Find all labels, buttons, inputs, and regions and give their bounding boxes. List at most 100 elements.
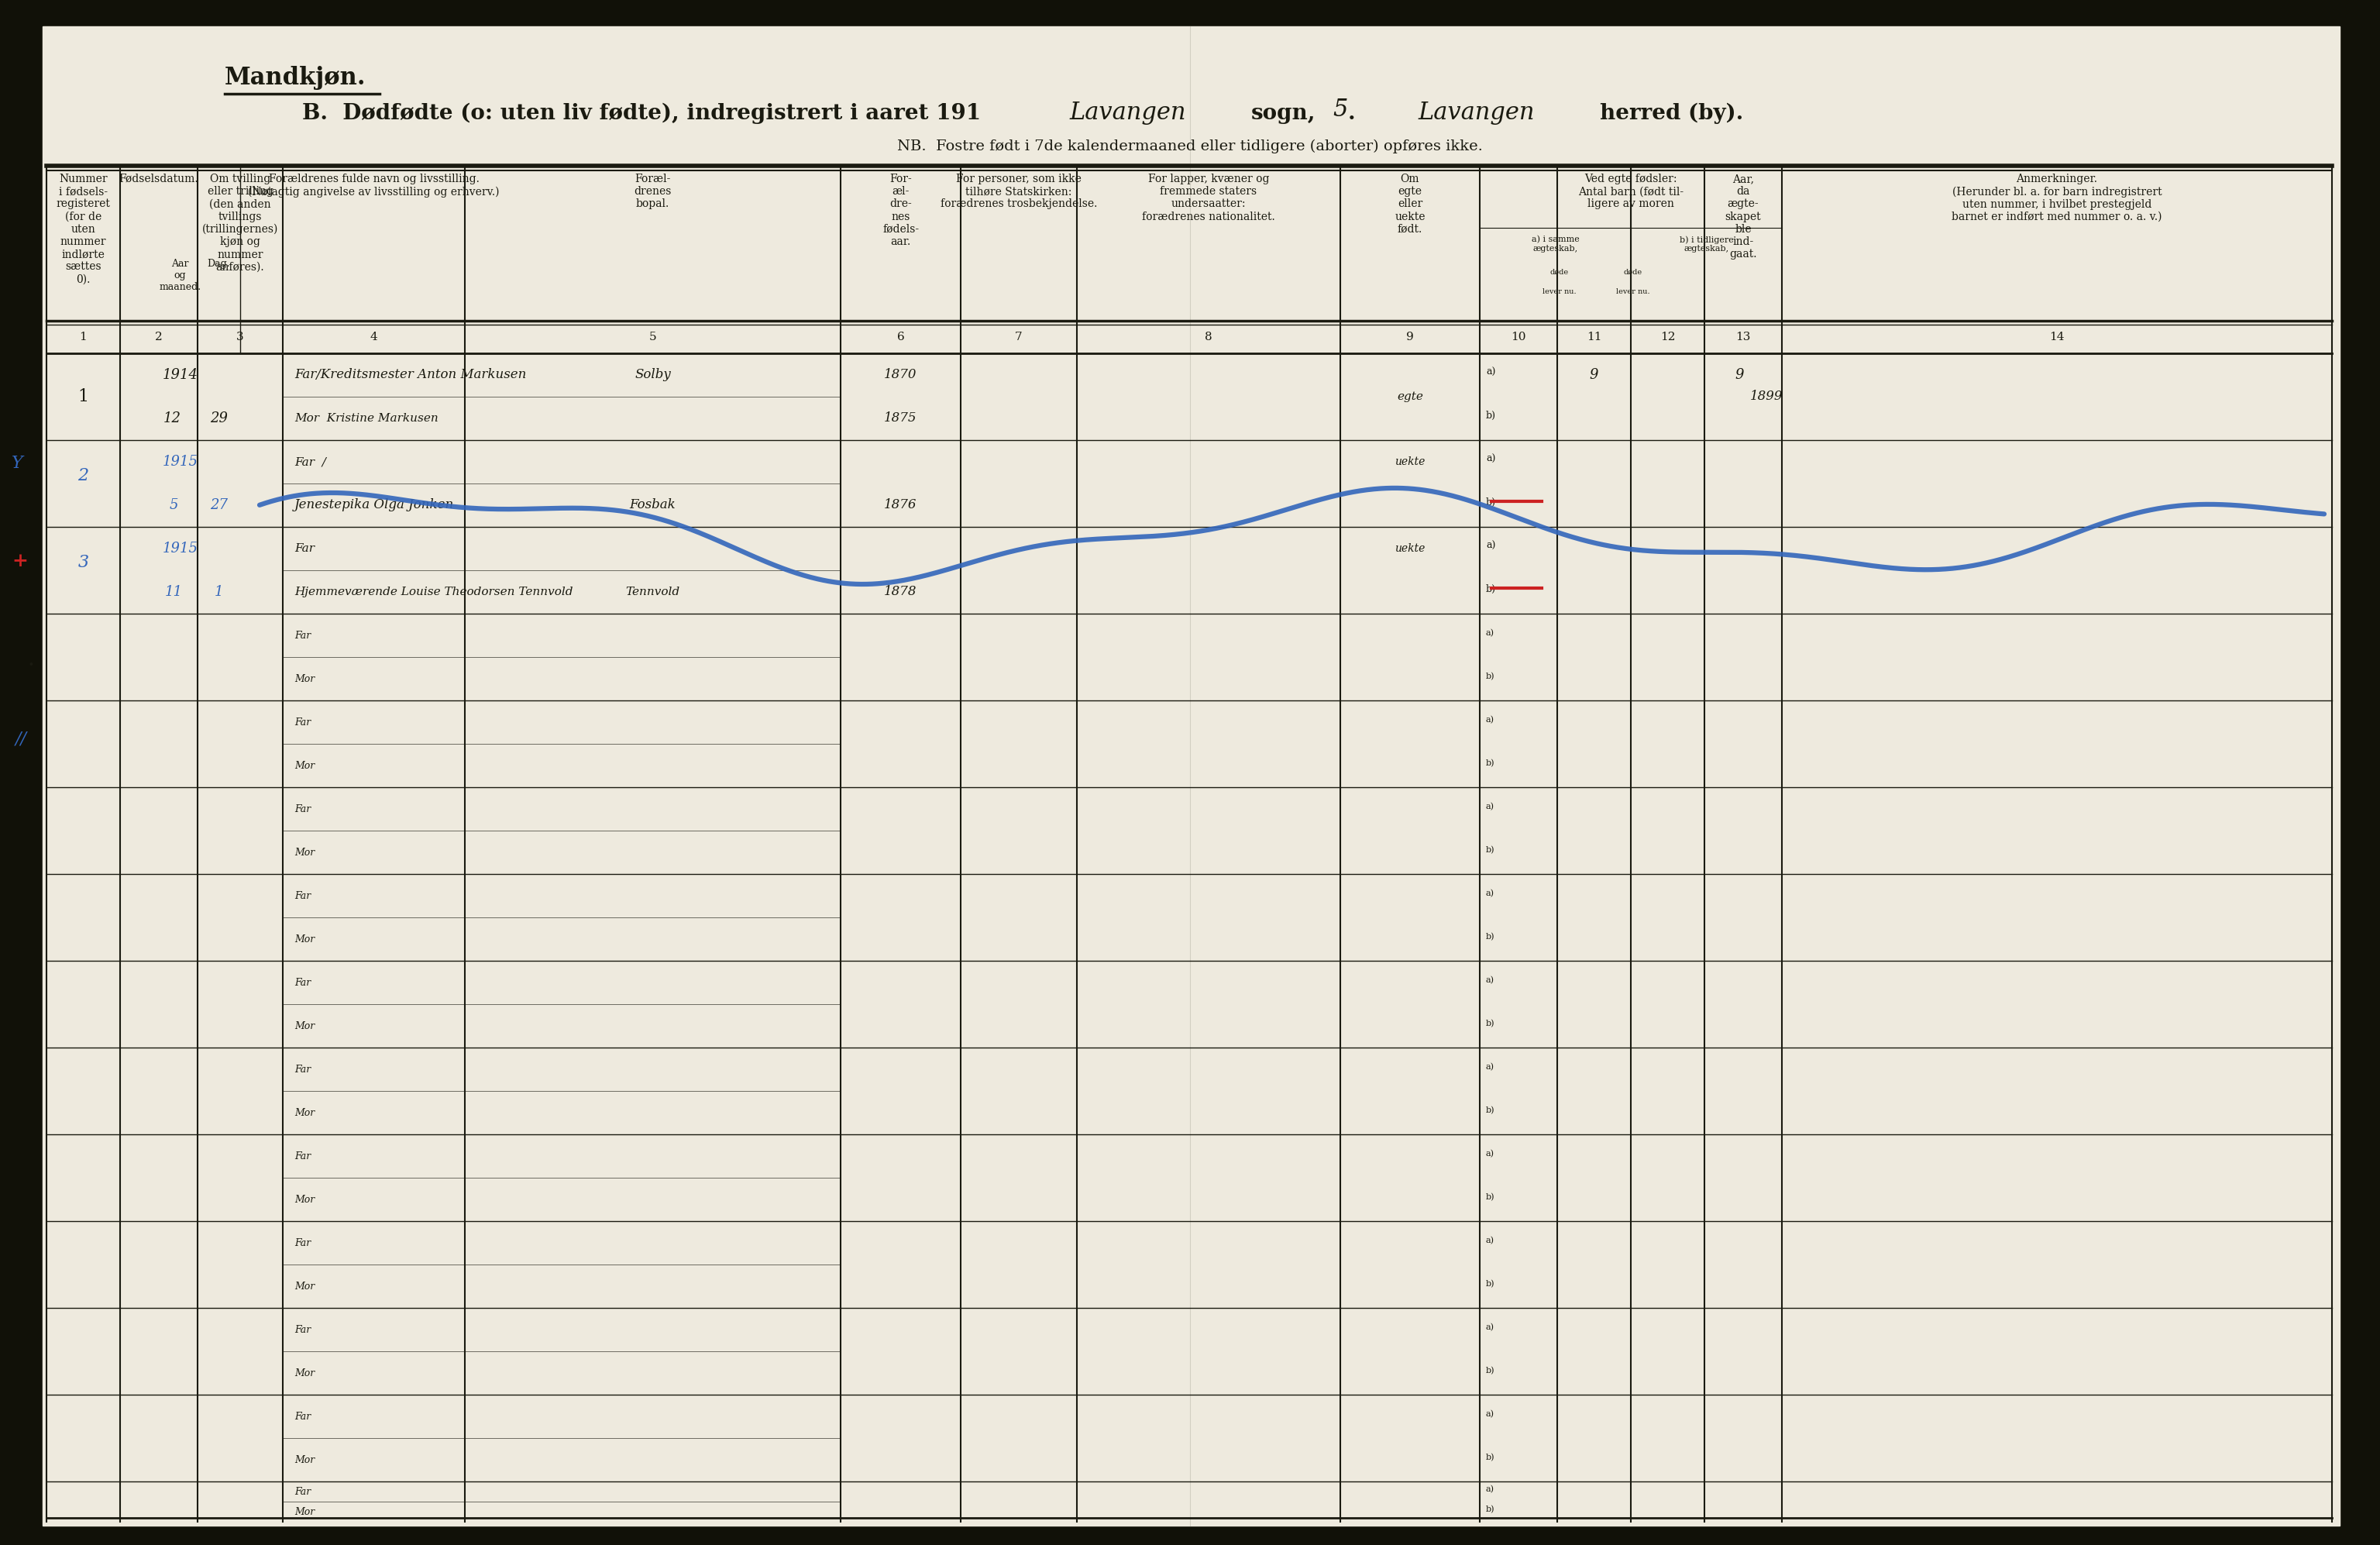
Text: .: . [1347, 104, 1357, 124]
Text: Nummer
i fødsels-
registeret
(for de
uten
nummer
indlørte
sættes
0).: Nummer i fødsels- registeret (for de ute… [57, 173, 109, 284]
Text: a): a) [1485, 1411, 1495, 1418]
Text: 8: 8 [1204, 332, 1211, 343]
Text: Forældrenes fulde navn og livsstilling.
(Nøiagtig angivelse av livsstilling og e: Forældrenes fulde navn og livsstilling. … [248, 173, 500, 198]
Text: Mor: Mor [295, 760, 314, 771]
Text: a): a) [1485, 1149, 1495, 1157]
Text: .: . [26, 649, 33, 671]
Text: 6: 6 [897, 332, 904, 343]
Text: lever nu.: lever nu. [1616, 289, 1649, 295]
Text: a): a) [1485, 541, 1495, 552]
Text: Jenestepika Olga Jonken: Jenestepika Olga Jonken [295, 499, 455, 511]
Text: 9: 9 [1735, 368, 1745, 382]
Text: Far: Far [295, 1486, 312, 1497]
Text: a): a) [1485, 1323, 1495, 1332]
Text: Mor: Mor [295, 1367, 314, 1378]
Text: 12: 12 [164, 411, 181, 425]
Text: Lavangen: Lavangen [1069, 100, 1185, 125]
Text: 29: 29 [209, 411, 228, 425]
Text: a): a) [1485, 715, 1495, 723]
Text: Fosbak: Fosbak [631, 499, 676, 511]
Text: Far: Far [295, 978, 312, 987]
Text: b): b) [1485, 933, 1495, 941]
Text: 27: 27 [209, 497, 228, 511]
Text: Solby: Solby [635, 368, 671, 382]
Text: b): b) [1485, 1193, 1495, 1200]
Text: Mor: Mor [295, 847, 314, 857]
Text: 11: 11 [164, 586, 183, 599]
Text: 1914: 1914 [162, 368, 198, 382]
Text: Far: Far [295, 1151, 312, 1162]
Bar [0, 0, 2380, 28]
Text: 1876: 1876 [885, 499, 916, 511]
Text: 4: 4 [369, 332, 378, 343]
Text: egte: egte [1397, 391, 1423, 402]
Bar [0, 1530, 2380, 1545]
Text: 1875: 1875 [885, 413, 916, 425]
Text: Far: Far [295, 544, 314, 555]
Text: Mor: Mor [295, 1108, 314, 1117]
Text: For lapper, kvæner og
fremmede staters
undersaatter:
forædrenes nationalitet.: For lapper, kvæner og fremmede staters u… [1142, 173, 1276, 222]
Text: 1: 1 [79, 388, 88, 405]
Text: a): a) [1485, 454, 1495, 464]
Text: Far: Far [295, 717, 312, 728]
Text: b): b) [1485, 1366, 1495, 1375]
Text: b): b) [1485, 411, 1497, 420]
Text: b): b) [1485, 845, 1495, 854]
Text: Dag.: Dag. [207, 260, 231, 269]
Text: døde: døde [1549, 269, 1568, 277]
Text: 3: 3 [79, 555, 88, 572]
Text: a): a) [1485, 802, 1495, 811]
Text: Far  /: Far / [295, 456, 326, 467]
Text: Mor: Mor [295, 1281, 314, 1292]
Text: +: + [12, 552, 29, 570]
Text: a): a) [1485, 1236, 1495, 1244]
Text: Y: Y [12, 454, 24, 471]
Text: 10: 10 [1511, 332, 1526, 343]
Text: Far: Far [295, 803, 312, 814]
Text: b): b) [1485, 497, 1497, 507]
Text: 1: 1 [214, 586, 224, 599]
Text: b): b) [1485, 1454, 1495, 1462]
Text: 9: 9 [1590, 368, 1599, 382]
Text: a): a) [1485, 1485, 1495, 1492]
Text: Mor: Mor [295, 1506, 314, 1517]
Text: 5: 5 [169, 497, 178, 511]
Text: lever nu.: lever nu. [1542, 289, 1576, 295]
Text: 13: 13 [1735, 332, 1752, 343]
Text: 1878: 1878 [885, 586, 916, 598]
Text: herred (by).: herred (by). [1599, 104, 1745, 124]
Text: Mor: Mor [295, 674, 314, 684]
Text: For-
æl-
dre-
nes
fødels-
aar.: For- æl- dre- nes fødels- aar. [883, 173, 919, 247]
Text: a): a) [1485, 368, 1495, 377]
Text: b): b) [1485, 584, 1497, 595]
Text: b): b) [1485, 1106, 1495, 1114]
Text: b): b) [1485, 672, 1495, 680]
Text: Aar
og
maaned.: Aar og maaned. [159, 260, 200, 292]
Text: Mor: Mor [295, 1194, 314, 1205]
Text: 14: 14 [2049, 332, 2063, 343]
Text: Mandkjøn.: Mandkjøn. [224, 66, 367, 90]
Text: For personer, som ikke
tilhøre Statskirken:
forædrenes trosbekjendelse.: For personer, som ikke tilhøre Statskirk… [940, 173, 1097, 210]
Text: a) i samme
ægteskab,: a) i samme ægteskab, [1530, 235, 1580, 252]
Text: 11: 11 [1587, 332, 1602, 343]
Text: Om tvilling
eller trilling
(den anden
tvillings
(trillingernes)
kjøn og
nummer
a: Om tvilling eller trilling (den anden tv… [202, 173, 278, 272]
Text: 3: 3 [236, 332, 243, 343]
Text: a): a) [1485, 1063, 1495, 1071]
Text: 5: 5 [650, 332, 657, 343]
Text: døde: døde [1623, 269, 1642, 277]
Text: Mor: Mor [295, 1021, 314, 1031]
Text: Aar,
da
ægte-
skapet
ble
ind-
gaat.: Aar, da ægte- skapet ble ind- gaat. [1726, 173, 1761, 260]
Text: b): b) [1485, 1279, 1495, 1289]
Text: //: // [17, 731, 26, 748]
Text: Fødselsdatum.: Fødselsdatum. [119, 173, 198, 184]
Text: b) i tidligere
ægteskab,: b) i tidligere ægteskab, [1680, 235, 1733, 253]
Text: 12: 12 [1661, 332, 1676, 343]
Text: Hjemmeværende Louise Theodorsen Tennvold: Hjemmeværende Louise Theodorsen Tennvold [295, 587, 574, 598]
Text: 7: 7 [1014, 332, 1023, 343]
Text: b): b) [1485, 759, 1495, 766]
Text: 1: 1 [79, 332, 88, 343]
Text: 2: 2 [155, 332, 162, 343]
Text: a): a) [1485, 976, 1495, 984]
Text: Far: Far [295, 630, 312, 640]
Text: 2: 2 [79, 467, 88, 484]
